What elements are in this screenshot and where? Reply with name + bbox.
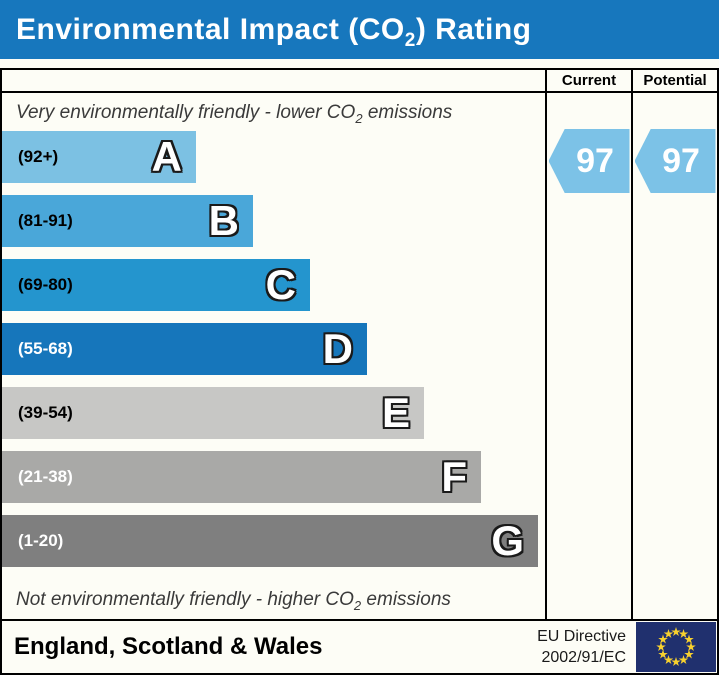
eu-directive-line1: EU Directive [537,628,626,645]
band-range-label-C: (69-80) [18,275,73,294]
band-range-label-D: (55-68) [18,339,73,358]
top-note: Very environmentally friendly - lower CO… [2,93,545,131]
band-letter-G: G [491,517,524,564]
top-note-suffix: emissions [362,102,453,123]
band-letter-D: D [322,325,353,372]
band-row-F: (21-38) F [2,451,481,503]
potential-rating-value: 97 [662,141,700,180]
eu-directive-label: EU Directive 2002/91/EC [537,626,636,668]
band-row-D: (55-68) D [2,323,367,375]
footer: England, Scotland & Wales EU Directive 2… [0,619,719,675]
band-row-A: (92+) A [2,131,196,183]
band-row-C: (69-80) C [2,259,310,311]
rating-table: Current Potential Very environmentally f… [0,68,719,621]
band-letter-E: E [381,389,410,436]
bottom-note: Not environmentally friendly - higher CO… [2,579,545,619]
bands-column: Very environmentally friendly - lower CO… [2,93,545,619]
column-header-current: Current [545,70,631,91]
band-row-G: (1-20) G [2,515,538,567]
band-range-label-B: (81-91) [18,211,73,230]
band-range-label-E: (39-54) [18,403,73,422]
top-note-text: Very environmentally friendly - lower CO [16,102,356,123]
page-title: Environmental Impact (CO2) Rating [0,0,719,59]
region-label: England, Scotland & Wales [14,633,323,660]
band-range-label-G: (1-20) [18,531,64,550]
eu-flag-icon [636,622,716,672]
page-title-subscript: 2 [404,30,416,51]
band-range-label-F: (21-38) [18,467,73,486]
current-rating-value: 97 [576,141,614,180]
bottom-note-suffix: emissions [361,589,451,610]
band-letter-A: A [151,133,182,180]
band-row-E: (39-54) E [2,387,424,439]
page-title-suffix: ) Rating [415,13,532,46]
band-row-B: (81-91) B [2,195,253,247]
band-letter-B: B [208,197,239,244]
bands: (92+) A (81-91) B (69-80) C (55-68) D (39-54) E (2… [2,131,545,567]
current-column: 97 [545,93,631,619]
table-body-row: Very environmentally friendly - lower CO… [2,93,717,619]
bottom-note-subscript: 2 [353,597,362,613]
bottom-note-text: Not environmentally friendly - higher CO [16,589,354,610]
current-rating-arrow: 97 [548,129,630,193]
eu-directive-line2: 2002/91/EC [541,649,626,666]
page-title-text: Environmental Impact (CO [16,13,405,46]
band-letter-C: C [265,261,296,308]
potential-rating-arrow: 97 [634,129,716,193]
potential-column: 97 [631,93,717,619]
table-header-row: Current Potential [2,70,717,93]
top-note-subscript: 2 [355,110,363,126]
band-range-label-A: (92+) [18,147,59,166]
band-letter-F: F [441,453,467,500]
column-header-potential: Potential [631,70,717,91]
header-spacer-cell [2,70,545,91]
